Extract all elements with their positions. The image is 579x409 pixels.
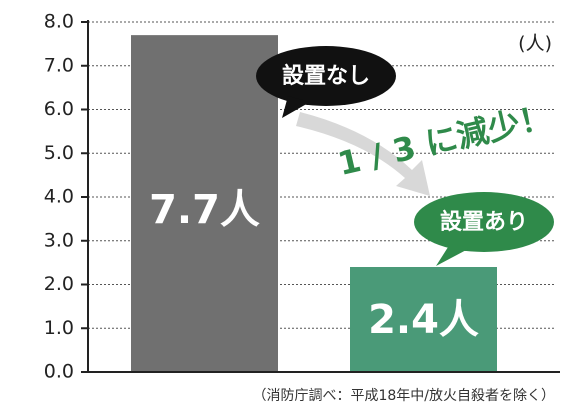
- annotation: 設置あり: [440, 209, 528, 235]
- y-tick-label: 3.0: [44, 229, 74, 251]
- unit-label: (人): [518, 33, 552, 55]
- annotation: 設置なし: [282, 63, 370, 89]
- y-tick-label: 1.0: [44, 317, 74, 339]
- bars: [131, 35, 497, 372]
- y-tick-label: 8.0: [44, 11, 74, 33]
- y-tick-label: 5.0: [44, 142, 74, 164]
- y-tick-label: 4.0: [44, 186, 74, 208]
- data-label: 7.7人: [149, 187, 260, 233]
- y-tick-label: 2.0: [44, 273, 74, 295]
- y-tick-label: 0.0: [44, 361, 74, 383]
- data-label: 2.4人: [368, 297, 479, 343]
- footnote: （消防庁調べ：平成18年中/放火自殺者を除く）: [252, 388, 555, 404]
- bar: [350, 267, 497, 372]
- bubble: [414, 192, 554, 252]
- y-tick-label: 6.0: [44, 98, 74, 120]
- arrow: [296, 112, 430, 196]
- bubble-tail: [436, 244, 470, 266]
- bubble: [256, 46, 396, 106]
- bubble-tail: [282, 96, 310, 118]
- y-tick-label: 7.0: [44, 54, 74, 76]
- bar: [131, 35, 278, 372]
